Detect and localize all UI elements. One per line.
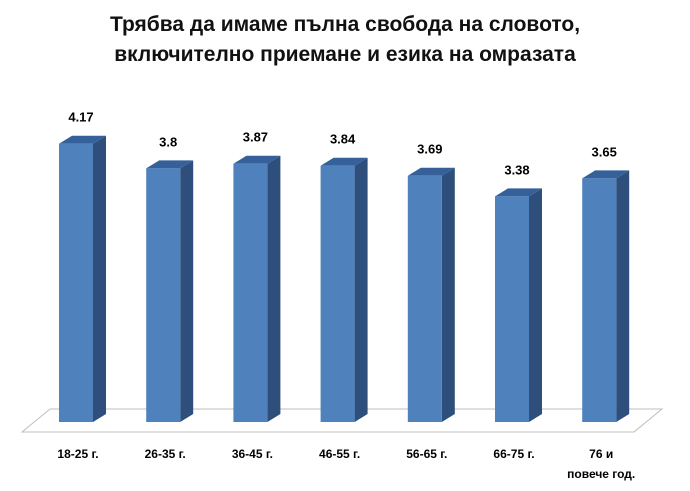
category-label: 66-75 г. [493, 447, 534, 461]
bar-2 [146, 160, 194, 423]
data-label: 3.87 [243, 130, 268, 145]
chart-title: Трябва да имаме пълна свобода на словото… [0, 10, 690, 70]
bar-top [582, 170, 630, 179]
data-label: 4.17 [68, 110, 93, 125]
category-label: 18-25 г. [57, 447, 98, 461]
bar-side [616, 170, 630, 422]
category-label: 36-45 г. [232, 447, 273, 461]
bar-top [146, 160, 194, 169]
bar-7 [582, 170, 630, 422]
data-label: 3.84 [330, 132, 356, 147]
bar-top [495, 188, 542, 197]
bar-top [407, 167, 455, 176]
data-label: 3.8 [159, 134, 177, 149]
bar-front [59, 143, 93, 423]
bar-4 [320, 157, 368, 422]
bar-front [582, 178, 617, 422]
category-label: 26-35 г. [145, 447, 186, 461]
bar-front [495, 196, 529, 422]
bar-top [59, 135, 106, 144]
bar-front [233, 163, 268, 423]
bar-top [320, 157, 368, 166]
data-label: 3.69 [417, 142, 442, 157]
category-label: 76 и [589, 447, 613, 461]
bar-side [529, 188, 542, 422]
bar-side [180, 160, 194, 423]
data-label: 3.38 [504, 162, 529, 177]
bar-front [407, 175, 442, 422]
category-label: повече год. [567, 467, 635, 481]
bar-side [441, 167, 455, 422]
bar-5 [407, 167, 455, 422]
data-label: 3.65 [592, 144, 617, 159]
bar-side [267, 155, 281, 423]
chart-title-line-1: Трябва да имаме пълна свобода на словото… [109, 13, 581, 36]
bar-side [93, 135, 106, 423]
category-label: 46-55 г. [319, 447, 360, 461]
chart-title-line-2: включително приемане и езика на омразата [114, 43, 576, 66]
category-label: 56-65 г. [406, 447, 447, 461]
bar-top [233, 155, 281, 164]
bar-front [320, 165, 355, 422]
bar-3 [233, 155, 281, 423]
bar-side [354, 157, 368, 422]
bar-1 [59, 135, 106, 423]
bar-front [146, 168, 181, 422]
bar-6 [495, 188, 542, 422]
